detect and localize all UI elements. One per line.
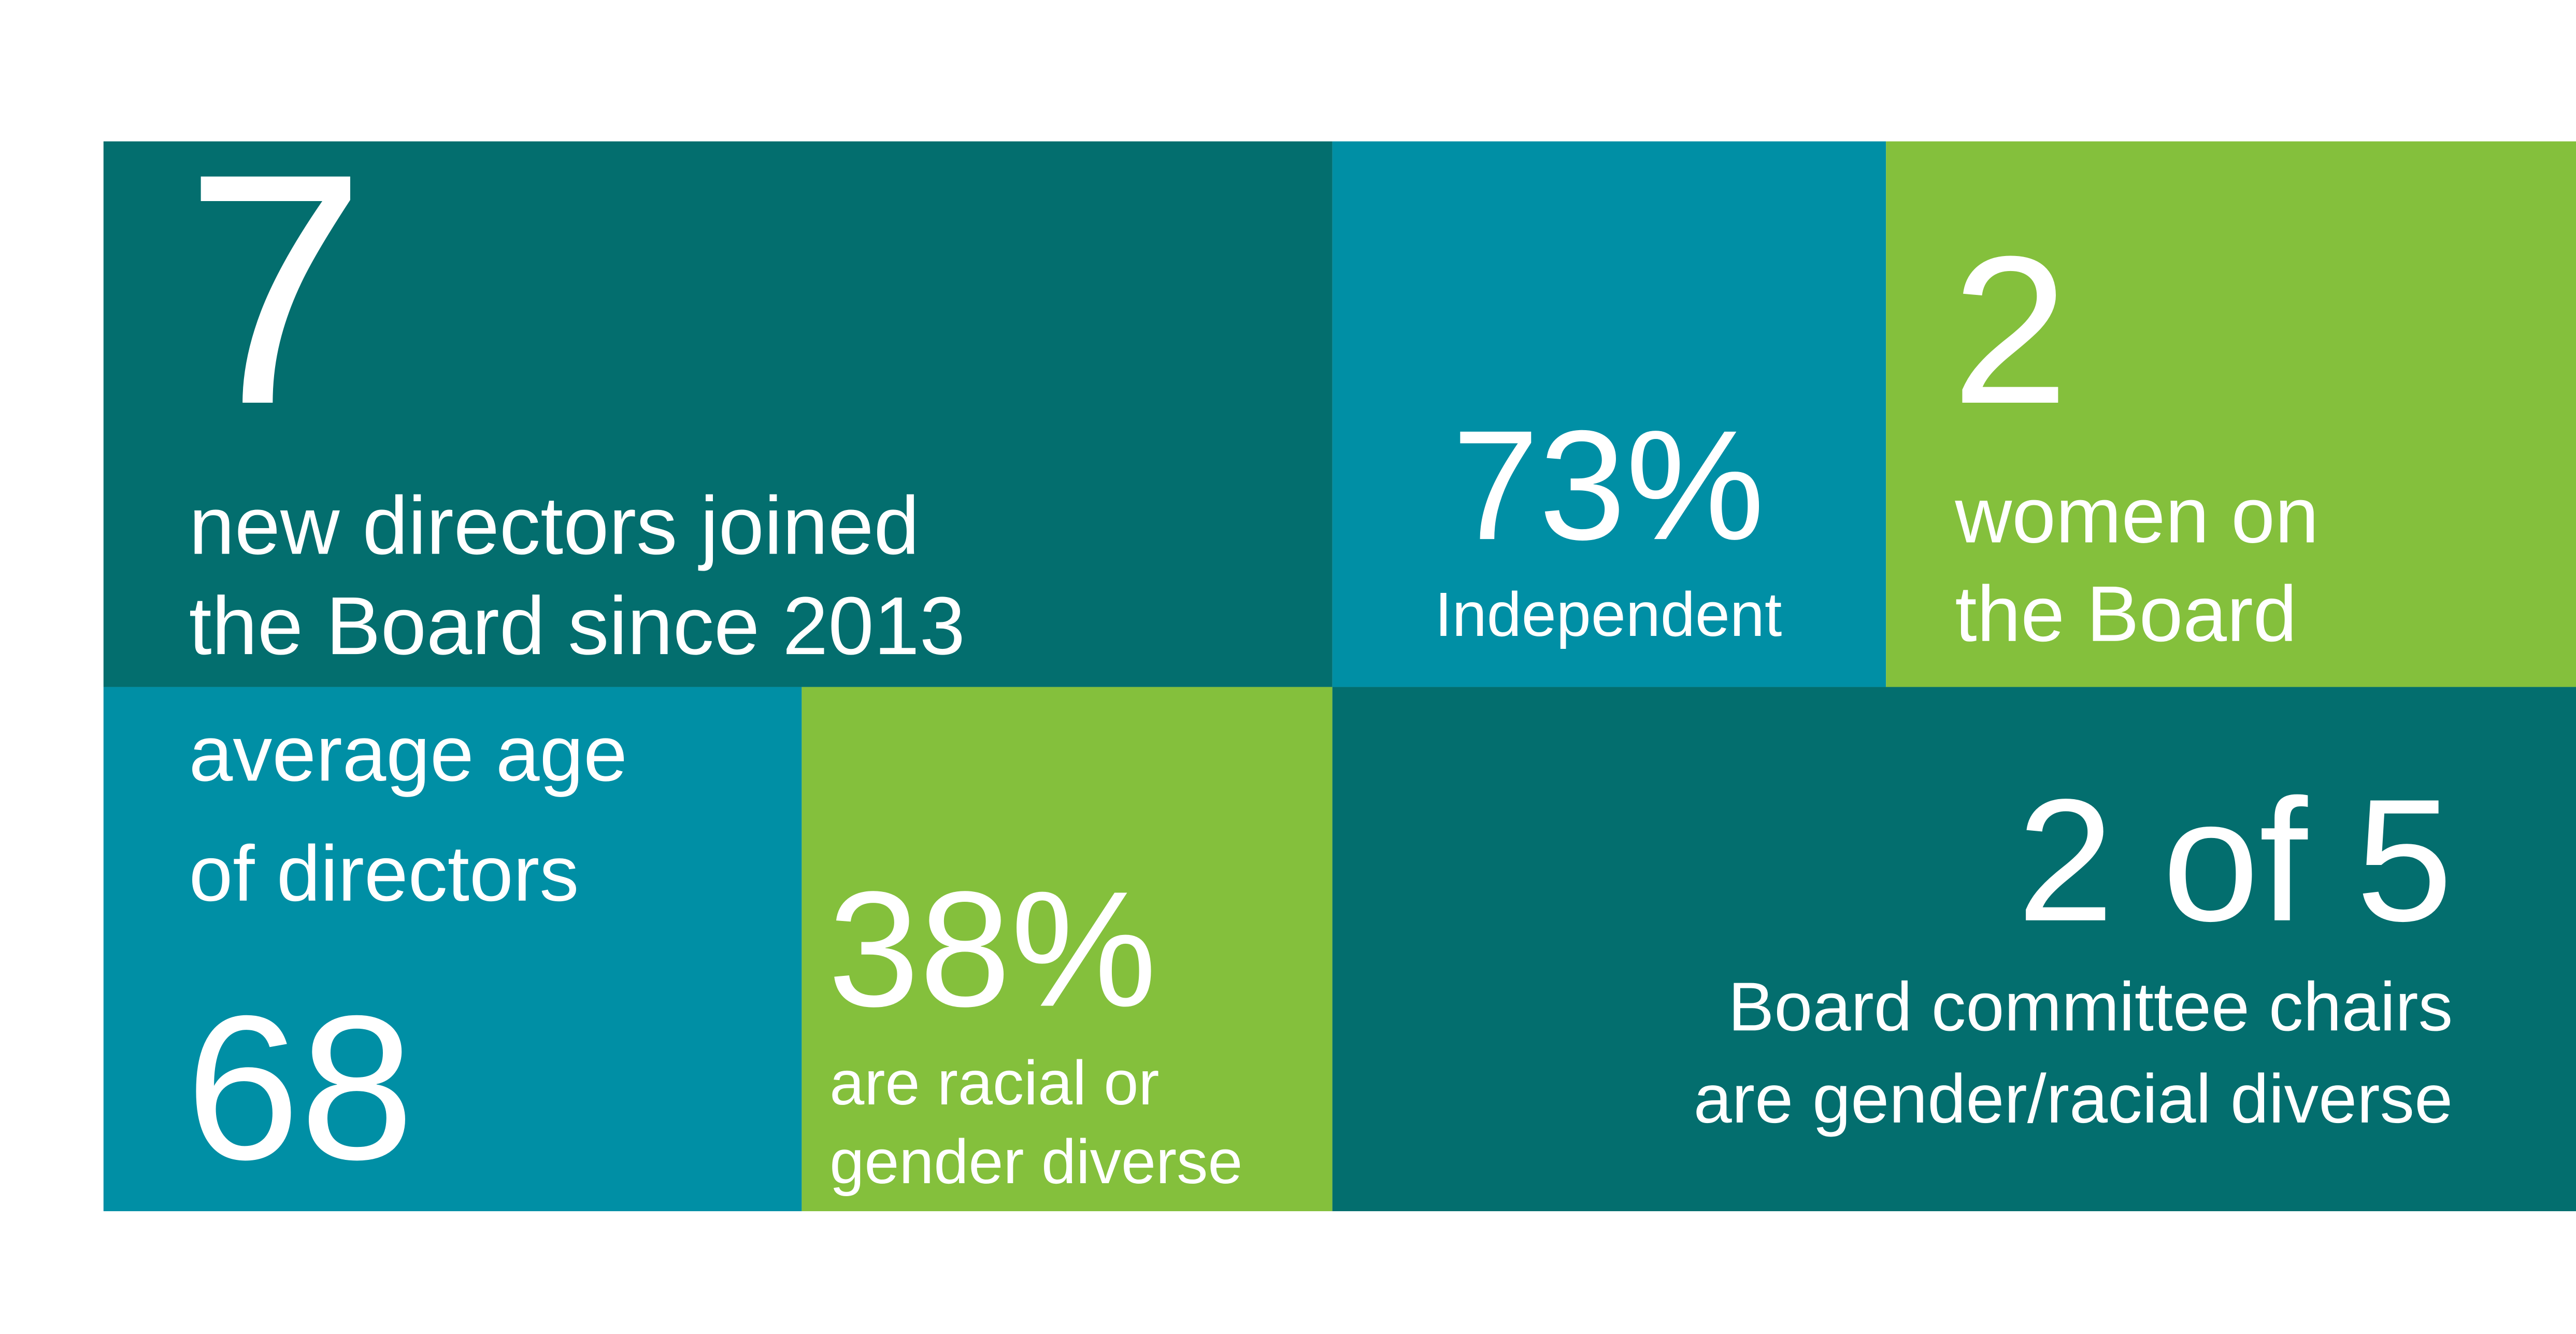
caption: of directors <box>189 830 579 918</box>
caption: the Board since 2013 <box>189 579 965 672</box>
caption: the Board <box>1955 570 2297 658</box>
figure: 73% <box>1452 398 1765 572</box>
tile <box>1332 687 2576 1212</box>
tile <box>1886 141 2576 687</box>
caption: Independent <box>1435 579 1782 649</box>
caption: are gender/racial diverse <box>1694 1060 2453 1138</box>
figure: 7 <box>184 106 367 473</box>
figure: 38% <box>828 858 1157 1041</box>
tile <box>1332 141 1886 687</box>
caption: new directors joined <box>189 479 920 572</box>
caption: women on <box>1954 471 2319 559</box>
tile <box>802 687 1333 1212</box>
caption: are racial or <box>829 1048 1159 1118</box>
tile <box>103 141 1333 687</box>
caption: average age <box>189 709 627 798</box>
caption: Board committee chairs <box>1728 968 2453 1045</box>
figure: 2 of 5 <box>2017 763 2453 958</box>
figure: 2 <box>1952 213 2069 448</box>
tile <box>103 687 802 1212</box>
caption: gender diverse <box>829 1127 1242 1197</box>
figure: 68 <box>185 973 414 1202</box>
